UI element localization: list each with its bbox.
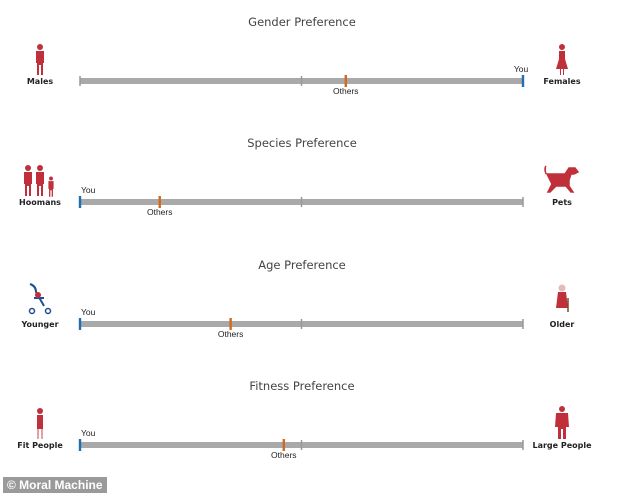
body [556, 292, 568, 308]
credit-watermark: © Moral Machine [3, 477, 107, 493]
head [559, 406, 565, 412]
left-label: Males [27, 77, 54, 86]
scale-tick [522, 319, 524, 329]
head [25, 165, 31, 171]
right-label: Pets [552, 198, 572, 207]
scale-tick [300, 76, 303, 86]
others-label: Others [218, 329, 244, 339]
head [37, 44, 43, 50]
you-label: You [81, 185, 96, 195]
scale-tick [79, 76, 81, 86]
you-label: You [81, 307, 96, 317]
chart-title: Species Preference [247, 136, 357, 150]
you-label: You [514, 64, 529, 74]
others-marker [344, 75, 347, 87]
you-marker [78, 196, 82, 208]
scale-tick [522, 197, 524, 207]
body [556, 51, 568, 75]
body [24, 172, 32, 196]
others-marker [229, 318, 232, 330]
stroller-icon [28, 283, 52, 315]
you-marker [78, 318, 82, 330]
right-label: Females [543, 77, 580, 86]
others-label: Others [333, 86, 359, 96]
scale-tick [300, 319, 303, 329]
frame [29, 283, 45, 307]
person [36, 165, 44, 196]
preference-row: Age Preference Younger Older You Others [20, 258, 574, 339]
man-icon [36, 44, 44, 75]
left-label: Younger [20, 320, 58, 329]
woman-icon [556, 44, 568, 75]
legs [37, 429, 43, 439]
large-person-icon [555, 406, 569, 439]
dog-icon [544, 165, 580, 193]
preference-row: Species Preference Hoomans Pets You Others [19, 136, 580, 217]
scale-tick [522, 440, 524, 450]
elderly-woman-icon [556, 284, 569, 312]
left-label: Hoomans [19, 198, 61, 207]
head [559, 44, 565, 50]
body [555, 413, 569, 439]
others-label: Others [147, 207, 173, 217]
preference-row: Gender Preference Males Females You Others [27, 15, 581, 96]
others-marker [282, 439, 285, 451]
chart-title: Fitness Preference [249, 379, 354, 393]
chart-title: Age Preference [258, 258, 346, 272]
wheel [28, 307, 36, 315]
preference-row: Fitness Preference Fit People Large People… [17, 379, 592, 460]
dog [544, 165, 580, 193]
body [37, 415, 43, 429]
athlete-icon [37, 408, 43, 439]
you-marker [78, 439, 82, 451]
you-label: You [81, 428, 96, 438]
left-label: Fit People [17, 441, 63, 450]
family-icon [24, 165, 54, 197]
right-label: Older [550, 320, 575, 329]
scale-tick [300, 440, 303, 450]
body [48, 181, 54, 197]
you-marker [521, 75, 525, 87]
chart-title: Gender Preference [248, 15, 356, 29]
body [36, 51, 44, 75]
head [558, 284, 566, 292]
head [49, 176, 53, 181]
scale-tick [300, 197, 303, 207]
others-label: Others [271, 450, 297, 460]
baby [35, 292, 41, 298]
head [37, 165, 43, 171]
right-label: Large People [532, 441, 592, 450]
head [37, 408, 43, 414]
person [24, 165, 32, 196]
others-marker [158, 196, 161, 208]
person [48, 176, 54, 197]
body [36, 172, 44, 196]
wheel [44, 307, 52, 315]
